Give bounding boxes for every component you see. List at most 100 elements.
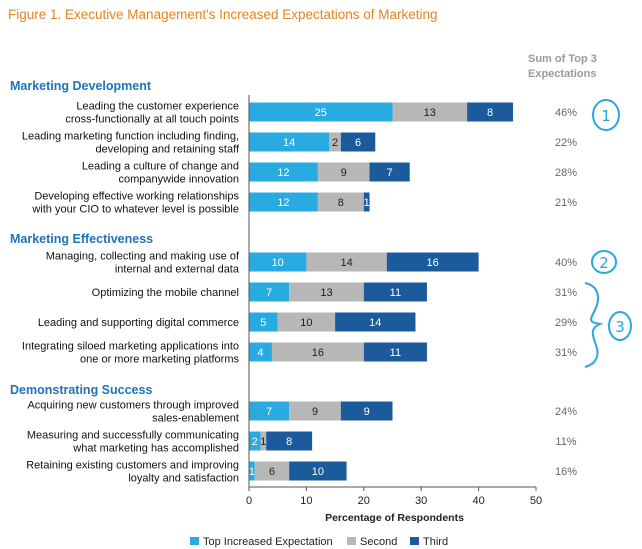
bar-segment-second <box>277 312 336 332</box>
data-label-second: 9 <box>341 167 347 179</box>
data-label-third: 6 <box>355 137 361 149</box>
category-label: Optimizing the mobile channel <box>92 287 239 299</box>
annotation-number-2: 2 <box>599 254 609 272</box>
category-label: Integrating siloed marketing application… <box>22 341 239 353</box>
data-label-top: 14 <box>283 137 295 149</box>
bar-segment-second <box>392 102 468 122</box>
data-label-top: 1 <box>249 466 255 478</box>
bar-segment-third <box>386 252 479 272</box>
legend-label-second: Second <box>360 536 397 548</box>
sum-label: 24% <box>555 406 577 418</box>
data-label-third: 10 <box>312 466 324 478</box>
category-label: companywide innovation <box>119 174 239 186</box>
section-label: Marketing Effectiveness <box>10 232 153 246</box>
bar-segment-second <box>317 162 370 182</box>
bar-segment-third <box>363 282 427 302</box>
category-label: one or more marketing platforms <box>80 354 239 366</box>
data-label-second: 9 <box>312 406 318 418</box>
category-label: Leading and supporting digital commerce <box>38 317 239 329</box>
sum-label: 16% <box>555 466 577 478</box>
annotation-brace-3 <box>584 282 604 368</box>
data-label-third: 14 <box>369 317 381 329</box>
sum-label: 46% <box>555 107 577 119</box>
annotation-number-1: 1 <box>601 107 611 125</box>
legend-swatch-top <box>190 537 199 545</box>
data-label-top: 10 <box>272 257 284 269</box>
bar-segment-second <box>317 192 364 212</box>
bar-segment-second <box>306 252 387 272</box>
bar-segment-second <box>329 132 341 152</box>
bar-segment-top <box>249 342 272 362</box>
sum-label: 22% <box>555 137 577 149</box>
data-label-second: 6 <box>269 466 275 478</box>
data-label-top: 2 <box>252 436 258 448</box>
data-label-second: 2 <box>332 137 338 149</box>
data-label-third: 9 <box>364 406 370 418</box>
bar-segment-third <box>266 431 313 451</box>
category-label: Leading the customer experience <box>76 101 239 113</box>
x-tick-label: 40 <box>472 495 484 507</box>
bar-segment-top <box>249 282 290 302</box>
bar-segment-third <box>289 461 347 481</box>
data-label-top: 5 <box>260 317 266 329</box>
sum-label: 21% <box>555 197 577 209</box>
sum-label: 29% <box>555 317 577 329</box>
data-label-top: 7 <box>266 406 272 418</box>
x-tick-label: 20 <box>358 495 370 507</box>
category-label: Acquiring new customers through improved <box>27 400 239 412</box>
data-label-top: 4 <box>257 347 263 359</box>
data-label-second: 13 <box>320 287 332 299</box>
bar-segment-third <box>340 132 376 152</box>
category-label: loyalty and satisfaction <box>128 473 239 485</box>
bar-segment-top <box>249 102 393 122</box>
sum-label: 40% <box>555 257 577 269</box>
x-axis-title: Percentage of Respondents <box>325 512 464 524</box>
x-tick-label: 10 <box>300 495 312 507</box>
sum-header-line-1: Sum of Top 3 <box>528 53 597 65</box>
data-label-second: 14 <box>340 257 352 269</box>
bar-segment-top <box>249 312 278 332</box>
section-label: Demonstrating Success <box>10 383 152 397</box>
bar-segment-top <box>249 431 261 451</box>
category-label: Leading a culture of change and <box>82 161 239 173</box>
data-label-second: 16 <box>312 347 324 359</box>
bar-segment-second <box>289 282 364 302</box>
legend-swatch-third <box>410 537 419 545</box>
bar-segment-second <box>289 401 341 421</box>
bar-segment-top <box>249 192 318 212</box>
annotation-circle-2 <box>591 250 617 274</box>
annotation-number-3: 3 <box>615 318 625 336</box>
bar-segment-top <box>249 461 255 481</box>
data-label-third: 11 <box>390 287 401 299</box>
legend-swatch-second <box>347 537 356 545</box>
category-label: Leading marketing function including fin… <box>22 131 239 143</box>
legend-label-third: Third <box>423 536 448 548</box>
category-label: Retaining existing customers and improvi… <box>26 460 239 472</box>
data-label-top: 25 <box>315 107 327 119</box>
annotation-circle-1 <box>592 99 620 131</box>
figure-title: Figure 1. Executive Management's Increas… <box>8 7 438 22</box>
section-label: Marketing Development <box>10 79 152 93</box>
bar-segment-third <box>363 342 427 362</box>
sum-label: 28% <box>555 167 577 179</box>
data-label-second: 13 <box>424 107 436 119</box>
data-label-second: 8 <box>338 197 344 209</box>
bar-segment-third <box>369 162 410 182</box>
data-label-second: 1 <box>260 436 266 448</box>
category-label: what marketing has accomplished <box>72 443 239 455</box>
legend-label-top: Top Increased Expectation <box>203 536 333 548</box>
category-label: Measuring and successfully communicating <box>27 430 239 442</box>
data-label-third: 1 <box>364 197 370 209</box>
category-label: internal and external data <box>115 264 240 276</box>
data-label-third: 7 <box>387 167 393 179</box>
data-label-third: 8 <box>487 107 493 119</box>
bar-segment-top <box>249 162 318 182</box>
bar-segment-second <box>260 431 267 451</box>
bar-segment-second <box>254 461 290 481</box>
data-label-third: 8 <box>286 436 292 448</box>
data-label-second: 10 <box>300 317 312 329</box>
data-label-third: 16 <box>427 257 439 269</box>
sum-header-line-2: Expectations <box>528 68 596 80</box>
